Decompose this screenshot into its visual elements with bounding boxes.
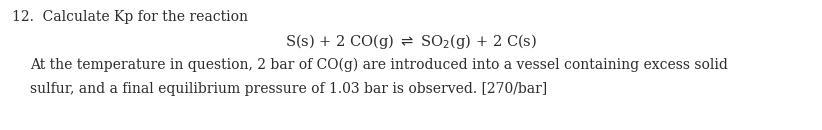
Text: At the temperature in question, 2 bar of CO(g) are introduced into a vessel cont: At the temperature in question, 2 bar of… bbox=[30, 58, 727, 72]
Text: S(s) + 2 CO(g) $\rightleftharpoons$ SO$_2$(g) + 2 C(s): S(s) + 2 CO(g) $\rightleftharpoons$ SO$_… bbox=[285, 32, 537, 51]
Text: sulfur, and a final equilibrium pressure of 1.03 bar is observed. [270/bar]: sulfur, and a final equilibrium pressure… bbox=[30, 82, 547, 96]
Text: 12.  Calculate Kp for the reaction: 12. Calculate Kp for the reaction bbox=[12, 10, 248, 24]
